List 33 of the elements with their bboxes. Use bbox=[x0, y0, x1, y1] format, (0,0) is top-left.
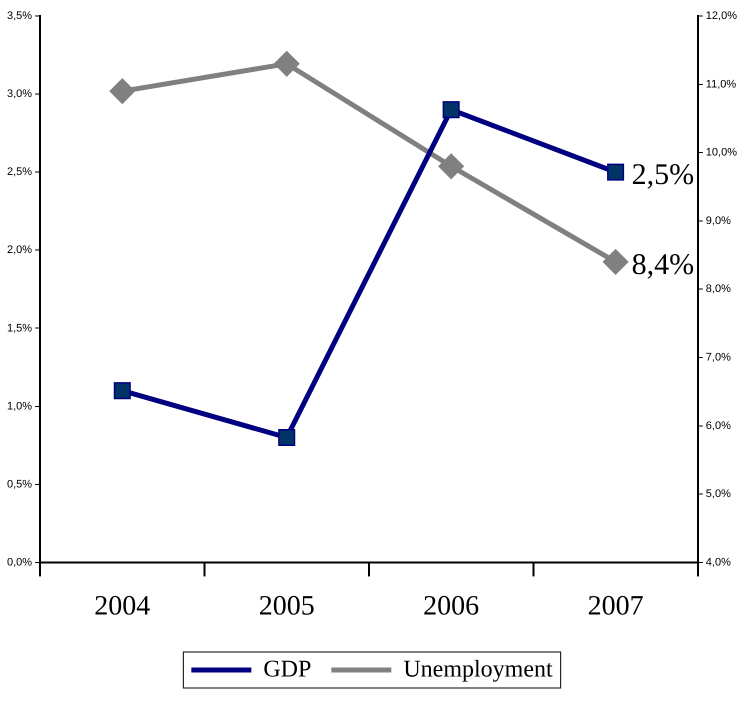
y2-tick-label: 8,0% bbox=[706, 283, 732, 296]
x-tick-label: 2006 bbox=[423, 590, 480, 622]
y-tick-label: 3,5% bbox=[6, 10, 32, 22]
y-tick-label: 2,5% bbox=[6, 166, 32, 178]
x-tick-label: 2004 bbox=[94, 590, 150, 622]
y2-tick-label: 7,0% bbox=[706, 352, 732, 364]
point bbox=[442, 101, 460, 118]
point bbox=[274, 51, 300, 77]
y2-tick-label: 6,0% bbox=[706, 420, 732, 432]
data-label: 2,5% bbox=[632, 158, 694, 191]
point bbox=[110, 78, 136, 104]
x-tick-label: 2005 bbox=[258, 590, 315, 622]
y2-tick-label: 12,0% bbox=[706, 10, 738, 22]
point bbox=[607, 164, 624, 181]
y2-tick-label: 5,0% bbox=[706, 488, 732, 500]
point bbox=[602, 249, 628, 275]
y-tick-label: 1,0% bbox=[6, 400, 32, 412]
legend-label: GDP bbox=[263, 656, 312, 682]
point bbox=[278, 428, 296, 446]
y-tick-label: 0,0% bbox=[6, 556, 32, 568]
point bbox=[114, 382, 131, 400]
y-tick-label: 3,0% bbox=[6, 88, 32, 100]
y-tick-label: 2,0% bbox=[6, 244, 32, 256]
y2-tick-label: 4,0% bbox=[706, 556, 732, 568]
x-tick-label: 2007 bbox=[588, 590, 644, 622]
data-label: 8,4% bbox=[632, 248, 694, 281]
y2-tick-label: 10,0% bbox=[706, 146, 738, 159]
y2-tick-label: 9,0% bbox=[706, 214, 732, 227]
y2-tick-label: 11,0% bbox=[706, 78, 736, 90]
point bbox=[438, 154, 464, 180]
legend-label: Unemployment bbox=[403, 656, 553, 682]
y-tick-label: 1,5% bbox=[6, 322, 32, 334]
y-tick-label: 0,5% bbox=[6, 478, 32, 490]
